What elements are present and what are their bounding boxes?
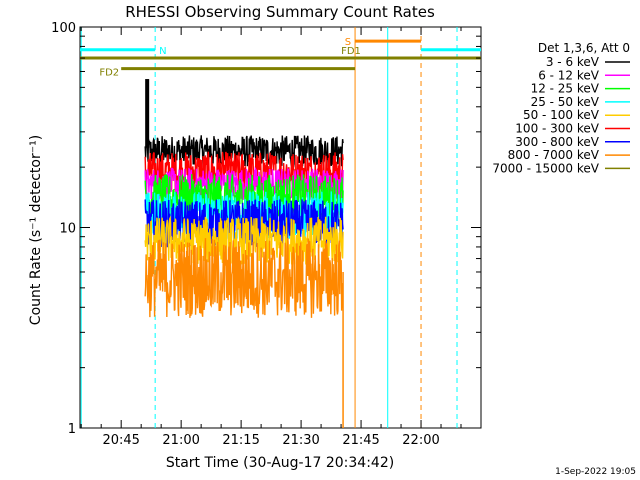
legend-entry-label-8: 7000 - 15000 keV (492, 161, 599, 175)
series-line-6 (144, 215, 344, 265)
flag-bar-label-5: S (345, 37, 351, 48)
flag-bars: N FD1 FD2 S (80, 37, 481, 79)
y-axis-label: Count Rate (s⁻¹ detector⁻¹) (28, 135, 44, 325)
vertical-markers (80, 27, 458, 428)
x-tick-label-2: 21:15 (222, 433, 259, 448)
legend-entry-label-0: 3 - 6 keV (546, 55, 600, 69)
series-layer (144, 79, 344, 428)
x-axis-label: Start Time (30-Aug-17 20:34:42) (166, 455, 394, 471)
y-tick-label-1: 10 (59, 222, 76, 237)
legend-header: Det 1,3,6, Att 0 (538, 41, 630, 55)
legend-entry-label-3: 25 - 50 keV (531, 95, 600, 109)
y-tick-label-0: 1 (68, 422, 76, 437)
x-tick-label-5: 22:00 (402, 433, 439, 448)
x-tick-label-1: 21:00 (162, 433, 199, 448)
y-tick-label-2: 100 (51, 21, 76, 36)
chart-title: RHESSI Observing Summary Count Rates (125, 3, 435, 21)
x-tick-label-0: 20:45 (102, 433, 139, 448)
legend-entry-label-1: 6 - 12 keV (538, 68, 600, 82)
flag-bar-label-4: FD2 (99, 68, 119, 79)
footer-timestamp: 1-Sep-2022 19:05 (555, 467, 636, 477)
legend-entry-label-6: 300 - 800 keV (515, 135, 599, 149)
series-line-7 (144, 238, 344, 318)
legend-entry-label-7: 800 - 7000 keV (508, 148, 600, 162)
series-line-0 (144, 135, 344, 168)
spike-mark (145, 79, 150, 148)
x-tick-label-3: 21:30 (282, 433, 319, 448)
legend-entry-label-5: 100 - 300 keV (515, 122, 599, 136)
flag-bar-label-0: N (159, 46, 166, 57)
legend-entry-label-2: 12 - 25 keV (531, 82, 600, 96)
flag-bar-label-2: FD1 (341, 46, 361, 57)
legend-entry-label-4: 50 - 100 keV (523, 108, 600, 122)
axes: 20:45 21:00 21:15 21:30 21:45 22:00 1 10 100 (51, 21, 481, 448)
x-tick-label-4: 21:45 (342, 433, 379, 448)
